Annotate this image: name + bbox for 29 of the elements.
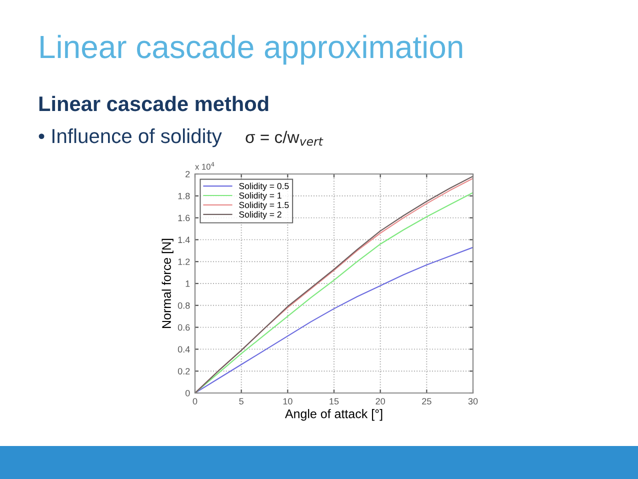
x-tick-label: 20	[376, 398, 385, 404]
x-tick-label: 15	[330, 398, 339, 404]
x-tick-label: 5	[239, 398, 244, 404]
y-tick-label: 1.8	[178, 192, 190, 200]
legend-label: Solidity = 1	[239, 192, 282, 200]
y-tick-label: 1	[186, 280, 190, 287]
x-tick-label: 30	[468, 398, 478, 404]
y-tick-label: 0.4	[178, 346, 190, 353]
y-tick-label: 0	[185, 390, 190, 396]
y-axis-title: Normal force [N]	[162, 238, 174, 328]
x-tick-label: 10	[283, 398, 292, 404]
y-tick-label: 1.2	[178, 258, 190, 265]
y-tick-label: 0.8	[178, 302, 190, 309]
text: • Influence of solidity	[38, 128, 222, 148]
chart-title: Linear cascade approximation	[40, 34, 462, 65]
text: σ = c/w$_{vert}$	[246, 130, 324, 146]
legend-label: Solidity = 1.5	[239, 202, 289, 210]
x-axis-title: Angle of attack [°]	[284, 409, 382, 421]
legend-label: Solidity = 2	[239, 211, 282, 220]
y-tick-label: 0.6	[178, 324, 190, 331]
y-tick-label: 0.2	[178, 368, 190, 374]
text: x 10$^{4}$	[195, 162, 214, 170]
chart-subtitle: Linear cascade method	[39, 96, 268, 112]
y-tick-label: 2	[186, 170, 190, 178]
y-tick-label: 1.6	[178, 214, 190, 222]
x-tick-label: 0	[192, 398, 198, 404]
x-tick-label: 25	[422, 398, 432, 404]
y-tick-label: 1.4	[178, 236, 190, 243]
legend-label: Solidity = 0.5	[239, 182, 289, 191]
